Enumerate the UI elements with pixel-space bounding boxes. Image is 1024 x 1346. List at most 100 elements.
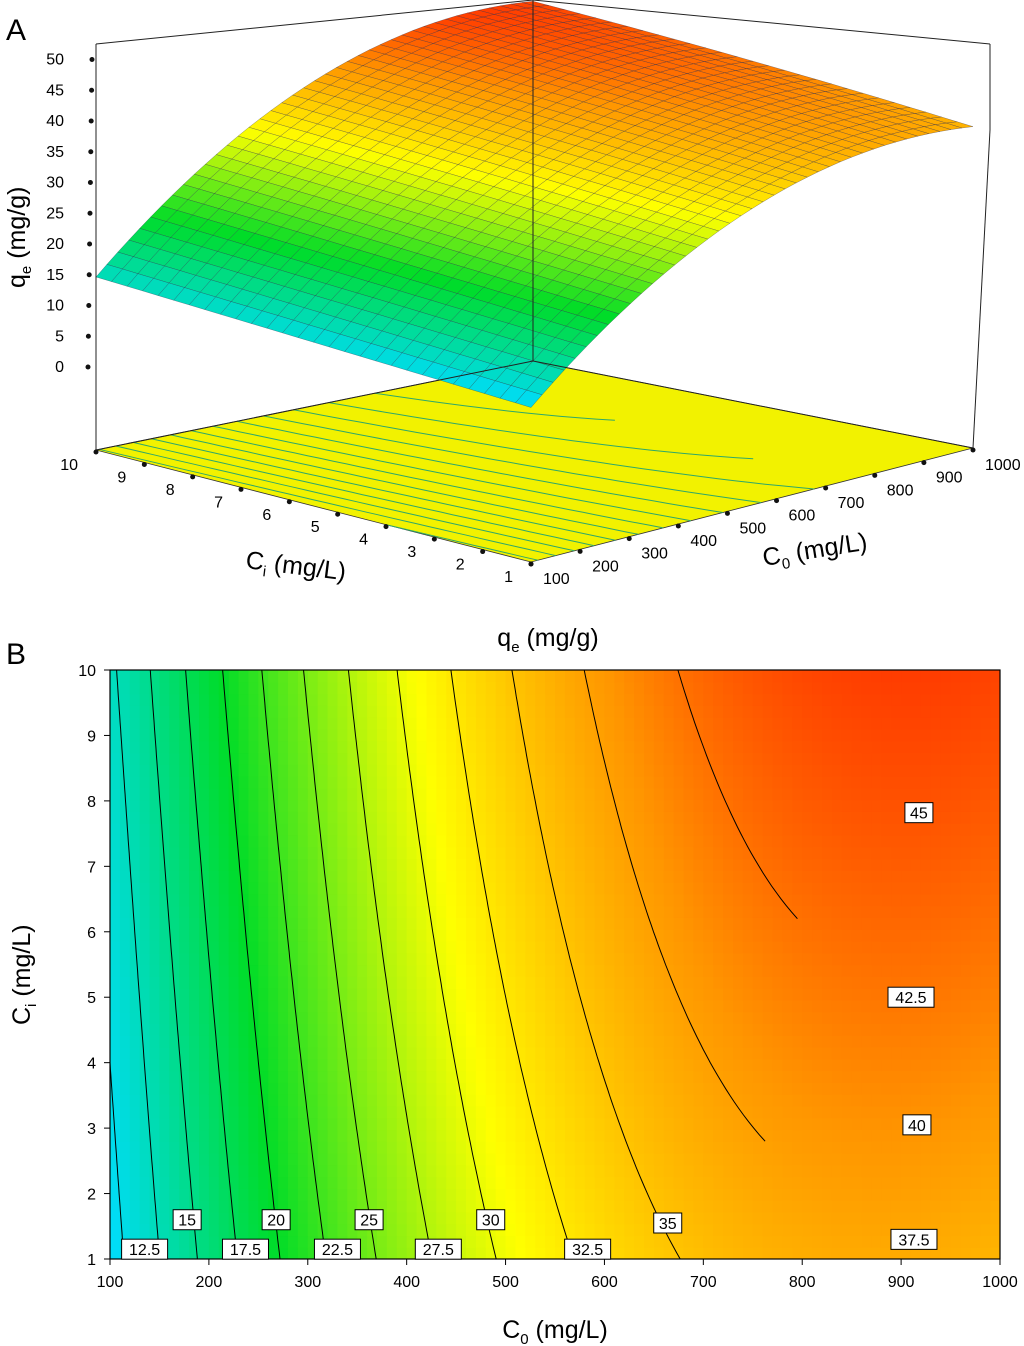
contour-cell (822, 1247, 833, 1259)
contour-cell (199, 670, 210, 683)
contour-cell (278, 799, 289, 812)
contour-cell (545, 1141, 556, 1154)
contour-cell (545, 1188, 556, 1201)
contour-cell (545, 1094, 556, 1107)
contour-cell (297, 905, 309, 918)
contour-cell (386, 846, 398, 860)
contour-cell (436, 1152, 447, 1166)
contour-cell (663, 858, 675, 871)
contour-cell (762, 988, 774, 1001)
contour-cell (248, 1211, 259, 1225)
contour-cell (752, 681, 764, 695)
contour-cell (742, 858, 754, 871)
contour-cell (545, 940, 556, 954)
contour-cell (228, 1211, 240, 1225)
contour-cell (584, 905, 596, 918)
contour-cell (723, 1094, 734, 1107)
contour-cell (604, 1223, 615, 1237)
ci-tick-mark (141, 461, 147, 467)
contour-cell (713, 693, 724, 706)
contour-cell (110, 1235, 121, 1248)
contour-title: qe (mg/g) (497, 624, 598, 656)
contour-cell (268, 893, 279, 907)
contour-cell (495, 1023, 507, 1036)
contour-cell (495, 1176, 507, 1189)
contour-cell (357, 870, 368, 883)
contour-cell (812, 764, 823, 777)
contour-cell (248, 1223, 259, 1237)
contour-cell (110, 811, 121, 824)
contour-cell (841, 1117, 853, 1131)
contour-cell (396, 1211, 408, 1225)
contour-cell (377, 681, 388, 695)
contour-cell (742, 823, 754, 836)
contour-cell (406, 1058, 418, 1072)
contour-cell (693, 1011, 704, 1024)
contour-cell (525, 999, 536, 1013)
contour-cell (327, 1152, 339, 1166)
contour-cell (812, 1223, 823, 1237)
contour-cell (416, 717, 428, 730)
contour-cell (367, 776, 378, 789)
contour-cell (475, 1011, 487, 1024)
contour-cell (634, 976, 645, 989)
contour-cell (802, 823, 813, 836)
contour-cell (614, 787, 625, 801)
contour-cell (782, 799, 793, 812)
contour-cell (238, 1117, 250, 1131)
contour-cell (139, 858, 151, 871)
contour-cell (564, 882, 576, 895)
contour-cell (357, 893, 368, 907)
contour-cell (248, 976, 259, 989)
contour-cell (386, 1211, 398, 1225)
contour-cell (228, 905, 240, 918)
contour-cell (644, 1200, 655, 1213)
contour-cell (129, 1070, 141, 1083)
contour-cell (456, 705, 467, 718)
contour-cell (812, 940, 823, 954)
contour-cell (119, 917, 131, 930)
contour-cell (624, 999, 635, 1013)
contour-cell (475, 1129, 487, 1142)
contour-cell (337, 1058, 348, 1072)
contour-cell (752, 1211, 764, 1225)
contour-cell (347, 752, 358, 765)
contour-cell (426, 776, 437, 789)
contour-cell (347, 1188, 358, 1201)
contour-cell (228, 764, 240, 777)
contour-cell (703, 1058, 714, 1072)
contour-cell (485, 776, 497, 789)
contour-cell (525, 1105, 536, 1119)
contour-cell (347, 728, 358, 742)
contour-cell (436, 1023, 447, 1036)
contour-cell (377, 1141, 388, 1154)
contour-cell (841, 1247, 853, 1259)
contour-cell (564, 940, 576, 954)
contour-cell (555, 681, 566, 695)
contour-cell (723, 1058, 734, 1072)
contour-cell (831, 776, 843, 789)
contour-cell (822, 670, 833, 683)
contour-cell (278, 823, 289, 836)
contour-cell (179, 776, 190, 789)
contour-cell (228, 1035, 240, 1048)
contour-cell (673, 681, 685, 695)
contour-cell (129, 1176, 141, 1189)
contour-cell (139, 764, 151, 777)
contour-cell (278, 1117, 289, 1131)
contour-cell (228, 1176, 240, 1189)
contour-cell (416, 893, 428, 907)
contour-cell (337, 1223, 348, 1237)
contour-cell (703, 670, 714, 683)
contour-cell (752, 670, 764, 683)
contour-cell (307, 1046, 319, 1060)
contour-cell (624, 870, 635, 883)
contour-cell (515, 1011, 526, 1024)
contour-cell (327, 1211, 339, 1225)
contour-cell (475, 893, 487, 907)
contour-cell (347, 1129, 358, 1142)
contour-cell (179, 787, 190, 801)
contour-cell (228, 823, 240, 836)
contour-cell (297, 1211, 309, 1225)
contour-cell (218, 670, 230, 683)
